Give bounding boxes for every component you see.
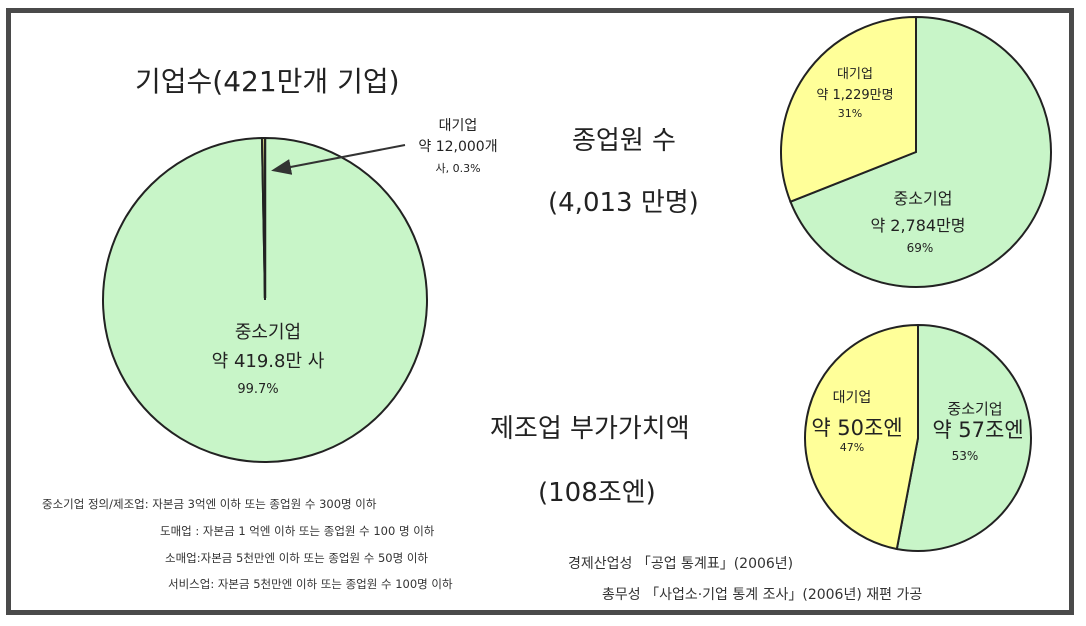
employees-title: 종업원 수 (572, 126, 676, 156)
companies-sme-value: 약 419.8만 사 (211, 351, 325, 372)
employees-sme-label: 중소기업 (893, 189, 953, 208)
employees-sme-value: 약 2,784만명 (870, 216, 966, 235)
definition-note-service: 서비스업: 자본금 5천만엔 이하 또는 종업원 수 100명 이하 (168, 577, 453, 591)
employees-large-pct: 31% (837, 107, 863, 120)
large-company-arrow (271, 144, 406, 175)
value-sme-value: 약 57조엔 (932, 418, 1024, 442)
companies-sme-pct: 99.7% (237, 382, 279, 397)
value-added-subtitle: (108조엔) (538, 478, 656, 508)
figure-frame (6, 8, 1074, 615)
pie-slice-sme (895, 323, 1032, 552)
employees-large-value: 약 1,229만명 (816, 88, 894, 103)
companies-sme-label: 중소기업 (234, 322, 302, 343)
companies-title: 기업수(421만개 기업) (135, 65, 400, 98)
companies-large-value: 약 12,000개 (418, 139, 498, 155)
pie-slice-sme (789, 15, 1052, 288)
value-sme-pct: 53% (951, 449, 979, 463)
definition-note-wholesale: 도매업 : 자본금 1 억엔 이하 또는 종업원 수 100 명 이하 (160, 524, 435, 538)
pie-companies (102, 136, 429, 463)
value-large-value: 약 50조엔 (811, 416, 903, 440)
source-meti: 경제산업성 「공업 통계표」(2006년) (568, 556, 794, 572)
value-large-pct: 47% (839, 441, 865, 454)
pie-slice-large-company (804, 323, 919, 551)
value-large-label: 대기업 (832, 390, 872, 406)
pie-employees (780, 15, 1052, 288)
companies-large-label: 대기업 (438, 118, 478, 134)
employees-large-label: 대기업 (837, 67, 873, 82)
companies-large-pct: 사, 0.3% (435, 162, 481, 175)
definition-note-manufacturing: 중소기업 정의/제조업: 자본금 3억엔 이하 또는 종업원 수 300명 이하 (42, 497, 377, 511)
value-sme-label: 중소기업 (947, 400, 1003, 418)
employees-subtitle: (4,013 만명) (548, 188, 699, 218)
definition-note-retail: 소매업:자본금 5천만엔 이하 또는 종업원 수 50명 이하 (165, 551, 429, 565)
pie-value-added (804, 323, 1032, 552)
value-added-title: 제조업 부가가치액 (490, 414, 690, 444)
employees-sme-pct: 69% (906, 241, 934, 255)
source-mic: 총무성 「사업소·기업 통계 조사」(2006년) 재편 가공 (602, 587, 923, 603)
pie-slice-large-company (780, 15, 917, 203)
